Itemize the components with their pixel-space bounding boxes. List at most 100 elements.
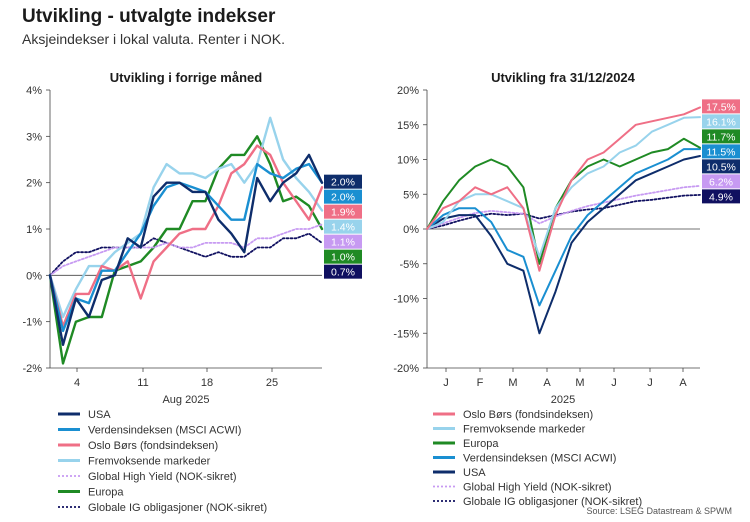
end-value-label: 0.7% bbox=[331, 267, 355, 279]
chart-1: Utvikling i forrige måned 4% 3% 2% 1% 0% -1% -2… bbox=[22, 70, 362, 514]
x-tick-label: 18 bbox=[201, 377, 213, 389]
legend-entry: Fremvoksende markeder bbox=[88, 456, 211, 468]
x-tick-label: M bbox=[508, 377, 517, 389]
end-value-badge-bg bbox=[324, 219, 362, 234]
legend-entry: USA bbox=[88, 409, 111, 421]
end-value-badge-bg bbox=[702, 174, 740, 189]
chart-title: Utvikling i forrige måned bbox=[110, 70, 262, 85]
series-line-europa bbox=[48, 135, 324, 365]
y-tick-label: 5% bbox=[403, 189, 419, 201]
end-value-badge: 11.5% bbox=[702, 144, 740, 159]
y-tick-label: -1% bbox=[22, 317, 42, 329]
legend-entry: Europa bbox=[463, 438, 499, 450]
end-value-badge: 6.2% bbox=[702, 174, 740, 189]
y-tick-label: -2% bbox=[22, 363, 42, 375]
end-value-label: 2.0% bbox=[331, 177, 355, 189]
legend-entry: Globale IG obligasjoner (NOK-sikret) bbox=[463, 496, 642, 508]
y-tick-label: 15% bbox=[397, 120, 419, 132]
series-line-europa bbox=[426, 137, 701, 265]
legend-entry: USA bbox=[463, 467, 486, 479]
x-axis-label: Aug 2025 bbox=[162, 394, 209, 406]
series-line-fremvoksende-markeder bbox=[48, 116, 324, 319]
end-value-badge-bg bbox=[324, 264, 362, 279]
end-value-badge-bg bbox=[324, 189, 362, 204]
legend-entry: Verdensindeksen (MSCI ACWI) bbox=[463, 453, 616, 465]
series-line-globale-ig-obligasjoner-nok-sikret- bbox=[49, 232, 323, 277]
y-tick-label: 2% bbox=[26, 178, 42, 190]
x-tick-label: J bbox=[611, 377, 617, 389]
legend-entry: Fremvoksende markeder bbox=[463, 424, 586, 436]
y-tick-label: 3% bbox=[26, 131, 42, 143]
end-value-badge-bg bbox=[702, 159, 740, 174]
y-tick-label: -5% bbox=[399, 259, 419, 271]
end-value-label: 1.1% bbox=[331, 237, 355, 249]
end-value-badge-bg bbox=[324, 249, 362, 264]
end-value-badge: 11.7% bbox=[702, 129, 740, 144]
end-value-badge: 4.9% bbox=[702, 189, 740, 204]
legend-entry: Oslo Børs (fondsindeksen) bbox=[463, 409, 593, 421]
end-value-label: 16.1% bbox=[706, 116, 736, 128]
end-value-badge-bg bbox=[702, 99, 740, 114]
end-value-badge-bg bbox=[702, 129, 740, 144]
legend-entry: Global High Yield (NOK-sikret) bbox=[463, 482, 612, 494]
legend: Oslo Børs (fondsindeksen) Fremvoksende ma… bbox=[433, 409, 642, 508]
x-tick-label: 25 bbox=[266, 377, 278, 389]
y-tick-label: -10% bbox=[393, 294, 419, 306]
end-value-badge: 2.0% bbox=[324, 189, 362, 204]
y-tick-label: 4% bbox=[26, 85, 42, 97]
source-note: Source: LSEG Datastream & SPWM bbox=[586, 506, 732, 516]
end-value-badge-bg bbox=[702, 114, 740, 129]
legend-entry: Globale IG obligasjoner (NOK-sikret) bbox=[88, 502, 267, 514]
end-value-label: 11.5% bbox=[707, 146, 736, 158]
legend-entry: Verdensindeksen (MSCI ACWI) bbox=[88, 425, 241, 437]
y-tick-label: -20% bbox=[393, 363, 419, 375]
series-line-global-high-yield-nok-sikret- bbox=[49, 223, 323, 277]
y-tick-label: 10% bbox=[397, 155, 419, 167]
end-value-label: 17.5% bbox=[706, 101, 736, 113]
x-tick-label: 11 bbox=[137, 377, 148, 389]
end-value-badge-bg bbox=[324, 234, 362, 249]
end-value-badge-bg bbox=[702, 144, 740, 159]
series-line-fremvoksende-markeder bbox=[426, 116, 701, 258]
y-tick-label: 1% bbox=[26, 224, 42, 236]
end-value-label: 1.4% bbox=[331, 222, 355, 234]
end-value-badge: 1.0% bbox=[324, 249, 362, 264]
y-tick-label: 0% bbox=[403, 224, 419, 236]
series-line-usa bbox=[48, 153, 324, 346]
series-line-verdensindeksen-msci-acwi- bbox=[426, 148, 701, 307]
end-value-badge: 1.4% bbox=[324, 219, 362, 234]
x-tick-label: M bbox=[575, 377, 584, 389]
page-title: Utvikling - utvalgte indekser bbox=[22, 6, 276, 27]
chart-title: Utvikling fra 31/12/2024 bbox=[491, 70, 636, 85]
end-value-label: 6.2% bbox=[709, 176, 733, 188]
legend-entry: Global High Yield (NOK-sikret) bbox=[88, 471, 237, 483]
end-value-badge: 0.7% bbox=[324, 264, 362, 279]
x-tick-label: J bbox=[647, 377, 653, 389]
end-value-badge-bg bbox=[702, 189, 740, 204]
series-group bbox=[426, 106, 701, 335]
end-value-badge-bg bbox=[324, 174, 362, 189]
series-line-usa bbox=[426, 155, 701, 335]
end-value-label: 11.7% bbox=[707, 131, 736, 143]
end-value-label: 2.0% bbox=[331, 192, 355, 204]
end-value-label: 4.9% bbox=[709, 191, 733, 203]
end-value-label: 1.0% bbox=[331, 252, 355, 264]
series-line-oslo-b-rs-fondsindeksen- bbox=[48, 144, 324, 328]
end-value-badge: 10.5% bbox=[702, 159, 740, 174]
x-tick-label: 4 bbox=[74, 377, 80, 389]
end-value-badge: 16.1% bbox=[702, 114, 740, 129]
chart-2: Utvikling fra 31/12/2024 20% 15% 10% 5% 0% -5%… bbox=[393, 70, 740, 508]
series-line-global-high-yield-nok-sikret- bbox=[426, 185, 701, 230]
end-value-badge-bg bbox=[324, 204, 362, 219]
end-value-badge: 1.1% bbox=[324, 234, 362, 249]
page-subtitle: Aksjeindekser i lokal valuta. Renter i N… bbox=[22, 31, 285, 47]
legend-entry: Europa bbox=[88, 487, 124, 499]
legend-entry: Oslo Børs (fondsindeksen) bbox=[88, 440, 218, 452]
end-value-badge: 2.0% bbox=[324, 174, 362, 189]
end-value-label: 1.9% bbox=[331, 207, 355, 219]
end-value-badge: 1.9% bbox=[324, 204, 362, 219]
end-value-label: 10.5% bbox=[706, 161, 736, 173]
x-tick-label: A bbox=[679, 377, 687, 389]
x-tick-label: A bbox=[543, 377, 551, 389]
